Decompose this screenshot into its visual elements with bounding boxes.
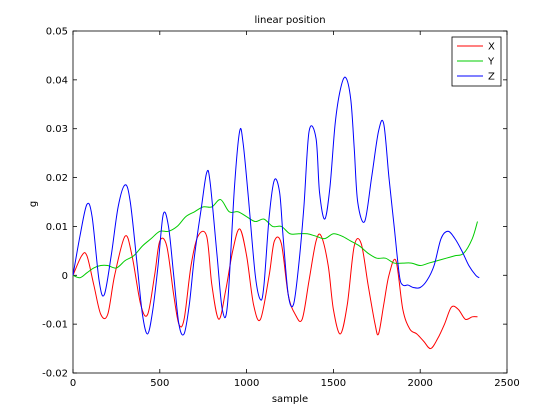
x-axis-label: sample xyxy=(272,394,308,405)
legend: XYZ xyxy=(451,36,502,87)
y-tick-label: 0.04 xyxy=(46,75,68,86)
legend-label-x: X xyxy=(488,42,495,53)
series-line-y xyxy=(72,199,478,279)
x-tick-label: 1000 xyxy=(234,378,259,389)
y-tick-label: 0 xyxy=(62,271,68,282)
chart-title: linear position xyxy=(254,15,325,26)
series-line-z xyxy=(72,76,480,336)
axes-box xyxy=(72,30,508,374)
x-tick-label: 0 xyxy=(70,378,76,389)
y-tick-label: -0.02 xyxy=(42,369,68,380)
y-tick-label: 0.01 xyxy=(46,222,68,233)
legend-label-y: Y xyxy=(487,57,495,68)
x-tick-label: 500 xyxy=(150,378,169,389)
y-tick-label: 0.03 xyxy=(46,124,68,135)
y-tick-label: 0.05 xyxy=(46,27,68,38)
y-tick-label: 0.02 xyxy=(46,173,68,184)
x-tick-label: 2500 xyxy=(494,378,519,389)
plot-area: 0 500 1000 1500 2000 2500 -0.02 -0.01 0 0.01 0.02 0… xyxy=(42,27,520,390)
x-tick-label: 1500 xyxy=(321,378,346,389)
legend-label-z: Z xyxy=(488,72,495,83)
x-tick-label: 2000 xyxy=(407,378,432,389)
y-tick-label: -0.01 xyxy=(42,320,68,331)
series-line-x xyxy=(72,228,478,350)
y-axis-label: g xyxy=(28,201,39,207)
